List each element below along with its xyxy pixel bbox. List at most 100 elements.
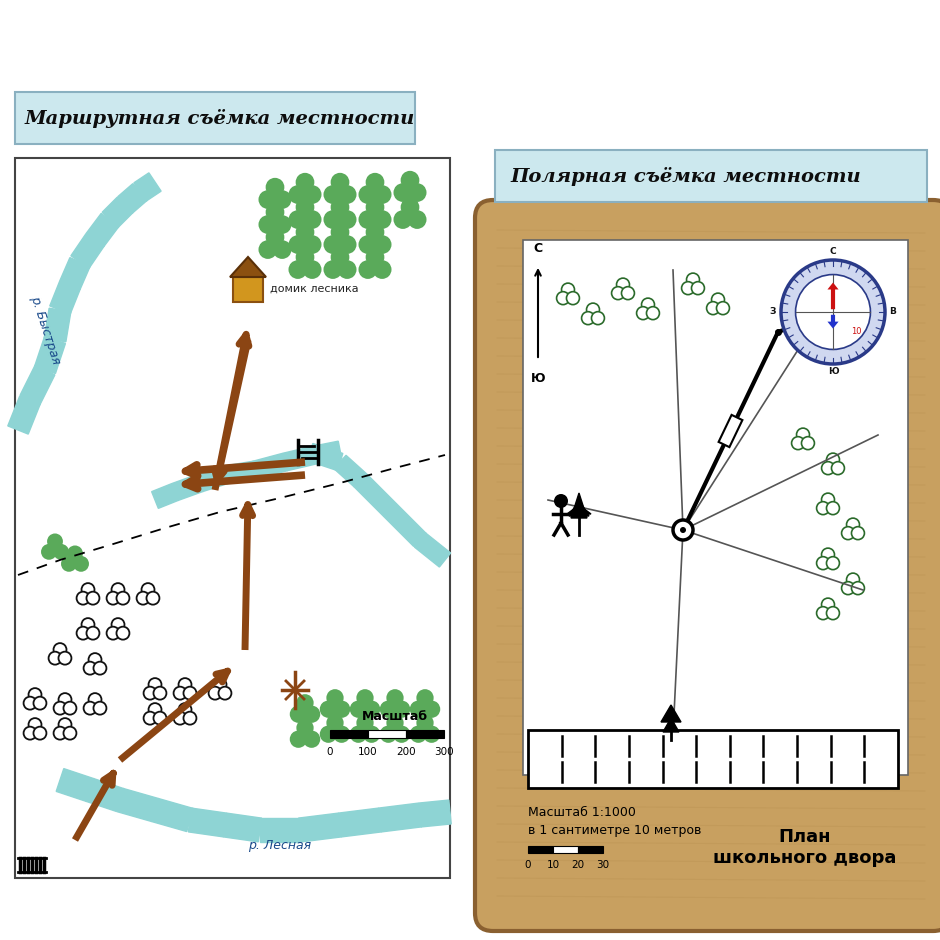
Circle shape [82,619,95,631]
Circle shape [826,556,839,570]
Circle shape [258,190,277,209]
Circle shape [852,526,865,540]
Circle shape [822,548,835,561]
Circle shape [847,518,859,531]
Circle shape [337,260,356,279]
Polygon shape [117,789,158,822]
Circle shape [350,700,367,718]
Circle shape [400,171,419,190]
Circle shape [93,662,106,675]
Polygon shape [299,813,341,842]
Text: 20: 20 [572,860,585,870]
Circle shape [153,712,166,725]
Circle shape [817,606,829,619]
Circle shape [41,544,57,560]
Circle shape [296,197,314,216]
Circle shape [826,453,839,466]
Circle shape [410,726,427,743]
Polygon shape [384,504,427,546]
Circle shape [296,694,314,712]
Bar [528,846,553,853]
Circle shape [289,211,307,229]
Bar [528,730,898,788]
Text: 10: 10 [851,327,862,337]
Circle shape [320,700,337,718]
Circle shape [153,686,166,699]
Circle shape [358,235,377,254]
Polygon shape [70,234,104,268]
Polygon shape [230,257,266,277]
Circle shape [791,437,805,449]
Circle shape [386,714,403,731]
Circle shape [303,730,321,748]
Polygon shape [224,813,261,842]
FancyBboxPatch shape [495,150,927,202]
Circle shape [273,190,291,209]
Polygon shape [133,173,161,201]
Circle shape [841,526,854,540]
Circle shape [416,689,433,707]
Circle shape [350,726,367,743]
Circle shape [331,173,350,192]
Circle shape [356,714,373,731]
Text: З: З [770,307,776,317]
Text: домик лесника: домик лесника [270,284,359,294]
Circle shape [179,678,192,691]
Circle shape [213,678,227,691]
Circle shape [847,573,859,586]
Circle shape [692,282,704,294]
Circle shape [84,701,97,714]
Circle shape [323,235,342,254]
Circle shape [93,701,106,714]
Circle shape [356,689,373,707]
Circle shape [408,211,427,229]
Circle shape [366,223,384,242]
Bar [233,277,263,302]
Circle shape [149,703,162,716]
Bar [330,730,368,738]
Circle shape [795,274,870,350]
Circle shape [67,545,83,561]
Circle shape [333,726,351,743]
Text: Полярная съёмка местности: Полярная съёмка местности [510,166,861,185]
Circle shape [54,544,69,560]
Circle shape [393,726,410,743]
Circle shape [24,697,37,710]
Text: С: С [533,242,542,255]
Polygon shape [35,337,66,373]
Circle shape [567,291,579,305]
Polygon shape [20,365,55,405]
Circle shape [712,293,725,306]
Circle shape [707,302,719,315]
Circle shape [373,260,391,279]
Text: В: В [889,307,897,317]
Text: 10: 10 [546,860,559,870]
Text: в 1 сантиметре 10 метров: в 1 сантиметре 10 метров [528,824,701,837]
Circle shape [826,502,839,514]
Circle shape [147,591,160,604]
Text: Масштаб: Масштаб [362,710,428,723]
Polygon shape [8,396,40,434]
Text: 0: 0 [525,860,531,870]
Polygon shape [188,808,227,837]
Polygon shape [172,475,203,500]
Polygon shape [334,455,366,487]
Circle shape [822,462,835,475]
Circle shape [296,173,314,192]
Circle shape [686,274,699,286]
Circle shape [106,591,119,604]
Circle shape [582,312,594,324]
Polygon shape [663,718,679,732]
Circle shape [323,260,342,279]
Polygon shape [86,213,118,246]
Polygon shape [307,444,343,471]
Polygon shape [197,466,227,492]
Circle shape [363,726,381,743]
Circle shape [796,428,809,441]
Circle shape [289,260,307,279]
Circle shape [112,619,124,631]
Circle shape [416,714,433,731]
Polygon shape [151,798,194,832]
Circle shape [716,302,729,315]
Circle shape [331,197,350,216]
